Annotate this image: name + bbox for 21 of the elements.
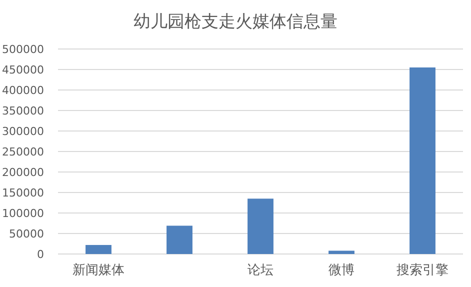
y-tick-label: 200000: [2, 166, 44, 179]
x-tick-label: 新闻媒体: [72, 263, 124, 278]
bar: [86, 244, 112, 254]
y-tick-label: 150000: [2, 186, 44, 200]
bar: [166, 226, 192, 254]
y-tick-label: 450000: [2, 64, 44, 76]
bar: [328, 250, 354, 254]
x-tick-label: 搜索引擎: [396, 263, 448, 278]
x-tick-label: 微博: [328, 263, 354, 278]
y-tick-label: 500000: [2, 43, 44, 56]
y-tick-label: 250000: [2, 146, 44, 158]
y-tick-label: 50000: [9, 228, 44, 240]
y-tick-label: 400000: [2, 84, 44, 97]
bar: [248, 198, 274, 254]
bar: [410, 67, 436, 254]
y-tick-label: 0: [37, 248, 44, 261]
y-tick-label: 100000: [2, 207, 44, 220]
y-tick-label: 300000: [2, 125, 44, 138]
chart-title: 幼儿园枪支走火媒体信息量: [134, 12, 338, 32]
y-tick-label: 350000: [2, 104, 44, 118]
x-tick-label: 论坛: [248, 263, 274, 278]
